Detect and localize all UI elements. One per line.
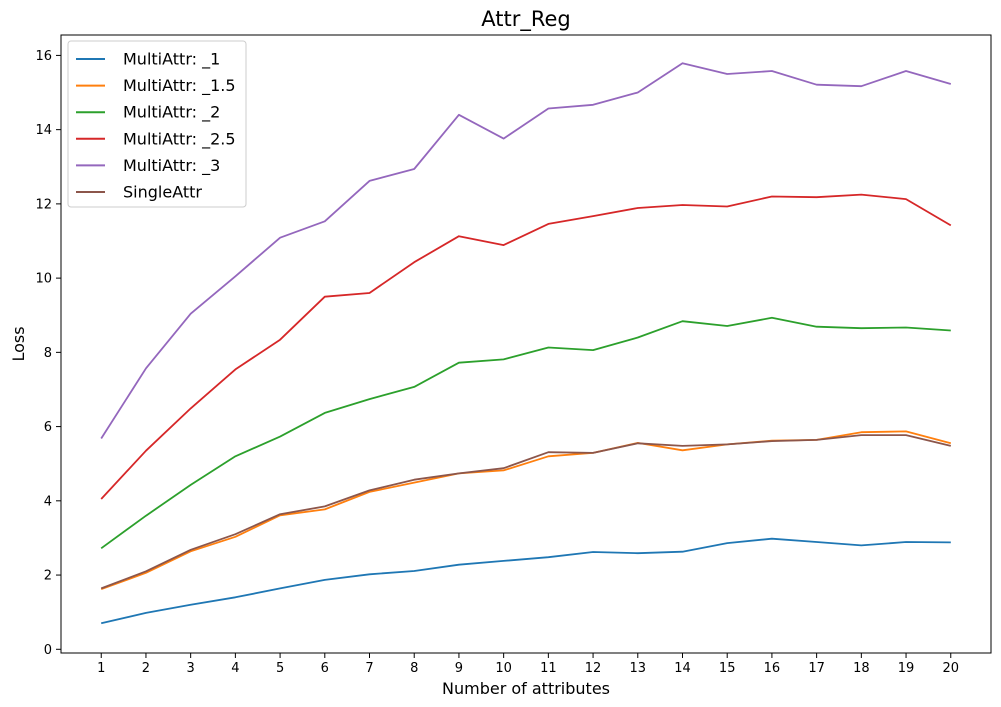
y-tick-label: 8 bbox=[44, 346, 52, 361]
x-tick-label: 20 bbox=[942, 661, 959, 676]
chart-title: Attr_Reg bbox=[481, 7, 571, 32]
y-tick-label: 6 bbox=[44, 420, 52, 435]
y-tick-label: 0 bbox=[44, 643, 52, 658]
legend-label: SingleAttr bbox=[123, 183, 202, 202]
x-tick-label: 2 bbox=[142, 661, 150, 676]
series-line-5 bbox=[100, 62, 952, 439]
y-tick-label: 14 bbox=[35, 123, 52, 138]
y-tick-label: 10 bbox=[35, 272, 52, 287]
legend-label: MultiAttr: _3 bbox=[123, 156, 220, 176]
y-tick-label: 12 bbox=[35, 197, 52, 212]
series-line-3 bbox=[100, 316, 951, 550]
legend-label: MultiAttr: _2.5 bbox=[123, 129, 236, 149]
x-tick-label: 18 bbox=[853, 661, 870, 676]
series-line-6 bbox=[100, 434, 952, 590]
x-tick-label: 1 bbox=[97, 661, 105, 676]
x-tick-label: 3 bbox=[187, 661, 195, 676]
x-tick-label: 7 bbox=[365, 661, 373, 676]
y-tick-label: 4 bbox=[44, 494, 52, 509]
y-tick-label: 2 bbox=[44, 569, 52, 584]
y-axis: 0 2 4 6 8 10 12 14 16 bbox=[35, 49, 61, 658]
x-tick-label: 10 bbox=[495, 661, 512, 676]
series-lines bbox=[100, 62, 952, 625]
y-axis-label: Loss bbox=[9, 326, 28, 361]
x-axis: 1 2 3 4 5 6 7 8 9 10 11 12 13 14 15 16 17 18 19 20 bbox=[97, 653, 959, 676]
x-tick-label: 5 bbox=[276, 661, 284, 676]
x-tick-label: 16 bbox=[764, 661, 781, 676]
x-tick-label: 17 bbox=[808, 661, 825, 676]
x-axis-label: Number of attributes bbox=[442, 679, 610, 698]
x-tick-label: 8 bbox=[410, 661, 418, 676]
x-tick-label: 14 bbox=[674, 661, 691, 676]
series-line-1 bbox=[100, 537, 951, 625]
series-line-4 bbox=[100, 193, 952, 500]
legend-label: MultiAttr: _1.5 bbox=[123, 76, 236, 96]
x-tick-label: 6 bbox=[321, 661, 329, 676]
x-tick-label: 13 bbox=[630, 661, 647, 676]
x-tick-label: 11 bbox=[540, 661, 557, 676]
legend-label: MultiAttr: _1 bbox=[123, 50, 220, 70]
x-tick-label: 9 bbox=[455, 661, 463, 676]
legend-box bbox=[67, 40, 247, 208]
x-tick-label: 19 bbox=[898, 661, 915, 676]
x-tick-label: 15 bbox=[719, 661, 736, 676]
x-tick-label: 4 bbox=[231, 661, 239, 676]
y-tick-label: 16 bbox=[35, 49, 52, 64]
x-tick-label: 12 bbox=[585, 661, 602, 676]
legend: MultiAttr: _1 MultiAttr: _1.5 MultiAttr: _… bbox=[67, 40, 247, 208]
legend-label: MultiAttr: _2 bbox=[123, 103, 220, 123]
